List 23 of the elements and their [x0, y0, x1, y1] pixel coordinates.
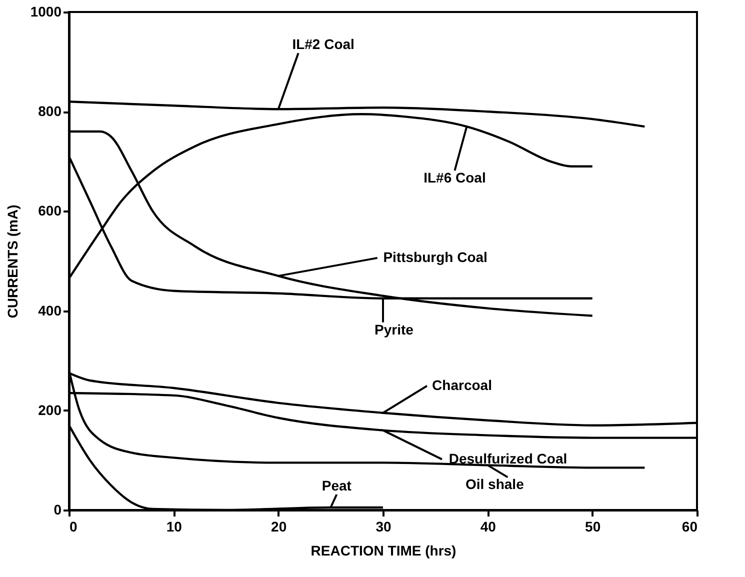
x-tick-label: 40	[480, 518, 496, 534]
annotation: IL#2 Coal	[292, 36, 354, 52]
annotation: Pyrite	[374, 321, 414, 338]
annotation: Desulfurized Coal	[448, 450, 568, 466]
y-tick-label: 1000	[30, 4, 62, 20]
annotation: Oil shale	[465, 476, 524, 492]
x-tick-label: 50	[585, 518, 601, 534]
x-tick-label: 60	[682, 518, 698, 534]
y-tick-label: 600	[38, 202, 62, 219]
annotation: Pittsburgh Coal	[383, 248, 488, 265]
y-tick-label: 0	[54, 502, 62, 518]
x-tick-label: 30	[376, 518, 392, 534]
annotation: Peat	[322, 478, 352, 494]
y-tick-label: 400	[38, 302, 62, 318]
x-tick-label: 0	[70, 518, 78, 534]
x-axis-title: REACTION TIME (hrs)	[310, 542, 456, 558]
y-tick-label: 800	[38, 103, 62, 120]
y-axis-title: CURRENTS (mA)	[4, 204, 20, 318]
x-tick-label: 20	[271, 518, 287, 534]
y-tick-label: 200	[38, 402, 62, 418]
annotation: Charcoal	[432, 376, 492, 393]
x-tick-label: 10	[166, 518, 182, 534]
annotation: IL#6 Coal	[424, 170, 486, 186]
